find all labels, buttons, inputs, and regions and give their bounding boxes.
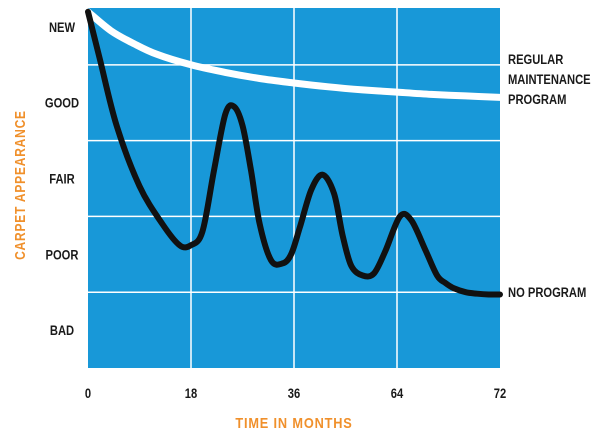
- y-tick-label: BAD: [50, 323, 74, 338]
- series-label: PROGRAM: [508, 92, 566, 107]
- y-tick-labels: NEW GOOD FAIR POOR BAD: [45, 20, 79, 339]
- x-axis-label: TIME IN MONTHS: [235, 414, 352, 431]
- x-tick-label: 36: [288, 386, 300, 401]
- x-tick-labels: 0 18 36 64 72: [85, 386, 506, 401]
- series-line-regular-maintenance: [84, 8, 504, 101]
- series-lines: [84, 8, 504, 298]
- series-label: MAINTENANCE: [508, 72, 591, 87]
- series-line-no-program: [85, 8, 503, 298]
- series-label: NO PROGRAM: [508, 285, 586, 300]
- y-tick-label: POOR: [46, 247, 79, 262]
- x-tick-label: 72: [494, 386, 506, 401]
- x-tick-label: 0: [85, 386, 91, 401]
- y-axis-label: CARPET APPEARANCE: [12, 110, 29, 260]
- y-tick-label: FAIR: [49, 171, 74, 186]
- x-tick-label: 64: [391, 386, 403, 401]
- series-label: REGULAR: [508, 52, 563, 67]
- y-tick-label: NEW: [49, 20, 75, 35]
- x-tick-label: 18: [185, 386, 197, 401]
- series-labels: REGULAR MAINTENANCE PROGRAM NO PROGRAM: [508, 52, 591, 300]
- y-tick-label: GOOD: [45, 96, 79, 111]
